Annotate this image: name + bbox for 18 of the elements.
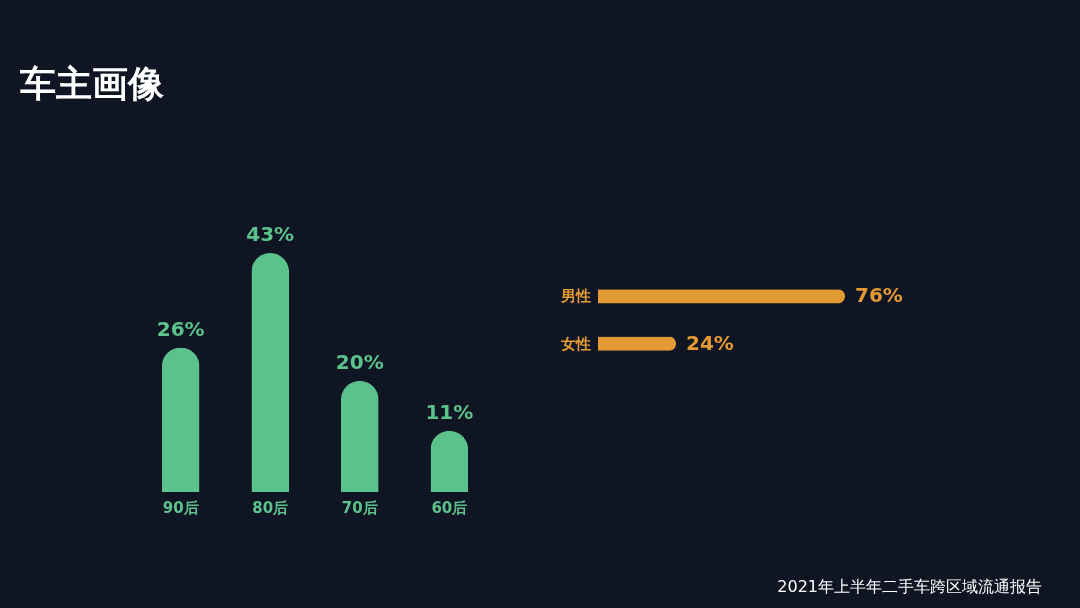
x-tick-label: 70后 [341,498,378,517]
bar [251,253,290,492]
y-tick-label: 女性 [559,334,591,353]
bar [340,380,379,492]
data-label: 24% [686,330,734,355]
data-label: 26% [156,316,205,341]
data-label: 20% [335,349,384,374]
data-label: 43% [246,222,295,247]
chart-title: 车主画像 [20,62,164,106]
data-label: 11% [425,399,474,424]
bar [161,347,200,492]
data-label: 76% [855,283,903,308]
x-tick-label: 90后 [162,498,199,517]
text: 2021年上半年二手车跨区域流通报告 [777,577,1042,598]
x-tick-label: 60后 [431,498,468,517]
y-tick-label: 男性 [559,287,591,306]
bar [430,430,469,492]
x-tick-label: 80后 [252,498,289,517]
